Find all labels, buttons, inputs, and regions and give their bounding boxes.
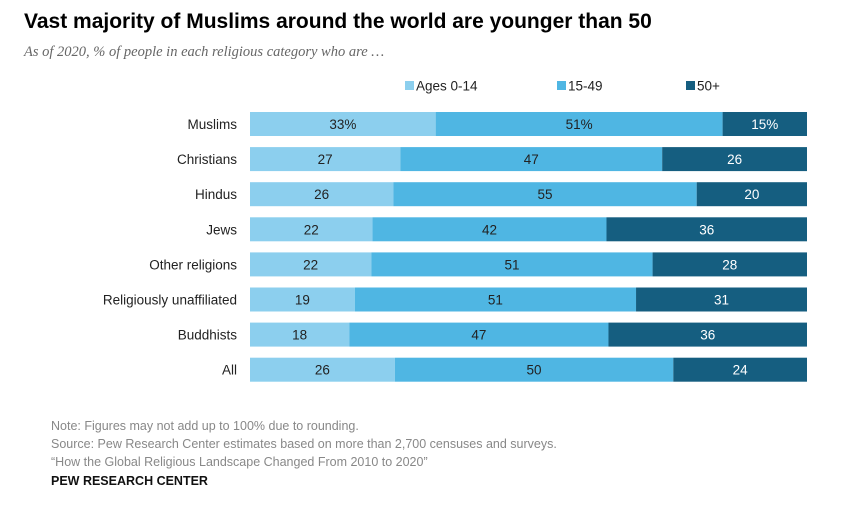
data-label: 55 bbox=[538, 187, 553, 202]
bar-segment bbox=[349, 322, 609, 347]
data-label: 26 bbox=[314, 187, 329, 202]
data-label: 24 bbox=[733, 363, 749, 378]
category-label: All bbox=[222, 363, 237, 378]
bar-segment bbox=[435, 112, 723, 136]
category-label: Jews bbox=[206, 222, 237, 237]
bar-segment bbox=[250, 287, 355, 312]
data-label: 33% bbox=[329, 117, 356, 132]
chart-subtitle: As of 2020, % of people in each religiou… bbox=[24, 44, 385, 60]
bar-segment bbox=[652, 252, 807, 277]
bar-segment bbox=[372, 217, 607, 242]
data-label: 51% bbox=[566, 117, 593, 132]
footnote-report: “How the Global Religious Landscape Chan… bbox=[51, 455, 428, 469]
bar-segment bbox=[250, 112, 436, 136]
category-label: Religiously unaffiliated bbox=[103, 293, 237, 308]
bar-segment bbox=[371, 252, 653, 277]
bar-segment bbox=[400, 147, 663, 172]
legend-label-1: 15-49 bbox=[568, 79, 603, 94]
data-label: 15% bbox=[751, 117, 778, 132]
footnotes: Note: Figures may not add up to 100% due… bbox=[51, 417, 557, 471]
footnote-note: Note: Figures may not add up to 100% due… bbox=[51, 419, 359, 433]
data-label: 22 bbox=[304, 222, 319, 237]
data-label: 20 bbox=[744, 187, 759, 202]
data-label: 26 bbox=[727, 152, 742, 167]
footnote-source: Source: Pew Research Center estimates ba… bbox=[51, 437, 557, 451]
bar-segment bbox=[394, 357, 674, 382]
category-label: Buddhists bbox=[178, 328, 238, 343]
bar-segment bbox=[250, 182, 394, 207]
bar-segment bbox=[393, 182, 697, 207]
bar-segment bbox=[250, 322, 350, 347]
data-label: 22 bbox=[303, 257, 318, 272]
bar-segment bbox=[250, 147, 401, 172]
bar-segment bbox=[606, 217, 807, 242]
legend-swatch-1 bbox=[557, 81, 566, 90]
bar-segment bbox=[354, 287, 637, 312]
legend-swatch-0 bbox=[405, 81, 414, 90]
chart-title: Vast majority of Muslims around the worl… bbox=[24, 10, 652, 33]
data-label: 47 bbox=[471, 328, 486, 343]
data-label: 47 bbox=[524, 152, 539, 167]
category-label: Christians bbox=[177, 152, 237, 167]
category-label: Hindus bbox=[195, 187, 237, 202]
bar-segment bbox=[696, 182, 807, 207]
data-label: 42 bbox=[482, 222, 497, 237]
data-label: 31 bbox=[714, 293, 729, 308]
bar-segment bbox=[673, 357, 807, 382]
data-label: 51 bbox=[488, 293, 503, 308]
bar-segment bbox=[722, 112, 807, 136]
bar-segment bbox=[636, 287, 807, 312]
bar-segment bbox=[250, 357, 395, 382]
bar-segment bbox=[662, 147, 807, 172]
data-label: 51 bbox=[504, 257, 519, 272]
bar-segment bbox=[608, 322, 807, 347]
data-label: 19 bbox=[295, 293, 310, 308]
stacked-bar-chart: Ages 0-14 15-49 50+ Muslims 33% 51% 15% Christi… bbox=[103, 79, 807, 382]
data-label: 36 bbox=[700, 328, 715, 343]
data-label: 36 bbox=[699, 222, 714, 237]
brand-label: PEW RESEARCH CENTER bbox=[51, 474, 208, 488]
bar-segment bbox=[250, 252, 372, 277]
data-label: 28 bbox=[722, 257, 737, 272]
category-label: Muslims bbox=[188, 117, 238, 132]
data-label: 18 bbox=[292, 328, 307, 343]
legend-label-0: Ages 0-14 bbox=[416, 79, 478, 94]
data-label: 50 bbox=[527, 363, 542, 378]
data-label: 27 bbox=[318, 152, 333, 167]
legend-label-2: 50+ bbox=[697, 79, 720, 94]
category-label: Other religions bbox=[149, 257, 237, 272]
bar-segment bbox=[250, 217, 373, 242]
data-label: 26 bbox=[315, 363, 330, 378]
legend-swatch-2 bbox=[686, 81, 695, 90]
